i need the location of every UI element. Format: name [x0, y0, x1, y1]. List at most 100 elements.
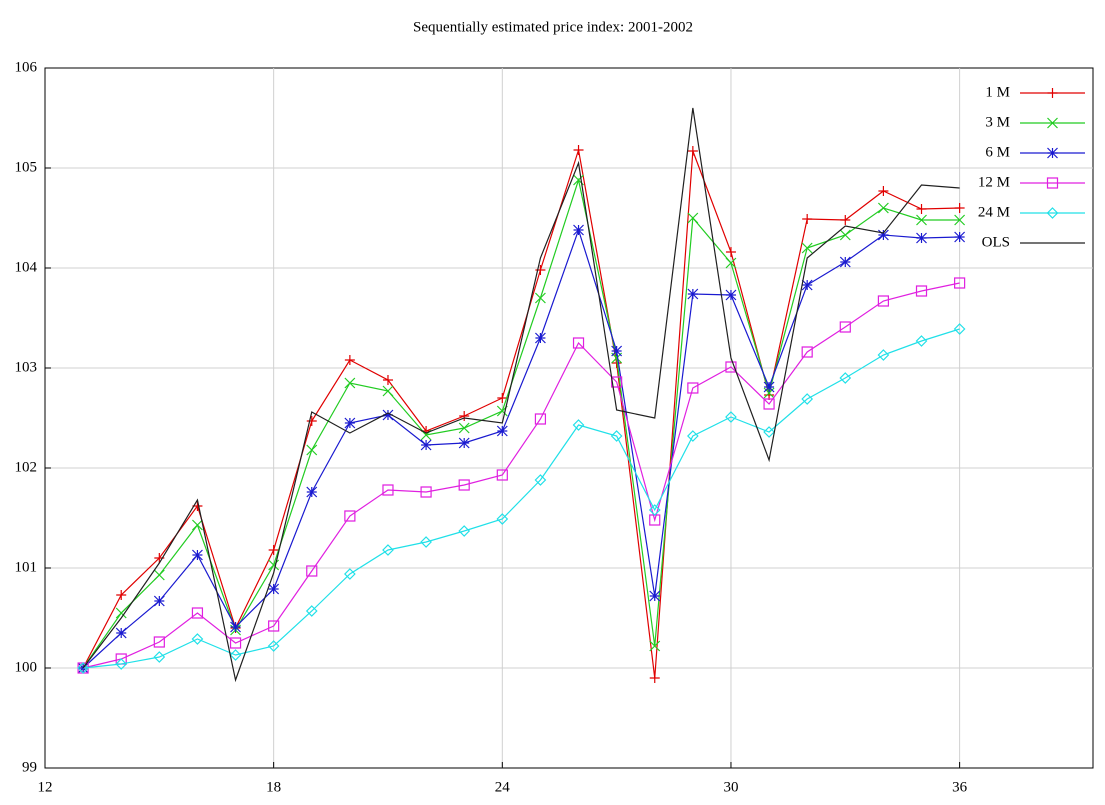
legend-label: 3 M	[985, 114, 1010, 130]
marker	[1046, 207, 1059, 219]
marker	[915, 285, 928, 297]
marker	[344, 417, 356, 429]
marker	[839, 256, 851, 268]
marker	[953, 323, 966, 335]
marker	[534, 413, 547, 425]
marker	[77, 662, 89, 674]
marker	[420, 486, 432, 498]
marker	[725, 257, 737, 269]
marker	[458, 437, 470, 449]
marker	[230, 621, 241, 633]
marker	[268, 620, 280, 632]
legend-label: OLS	[982, 234, 1010, 250]
marker	[458, 525, 471, 537]
marker	[725, 289, 737, 301]
marker	[915, 335, 928, 347]
marker	[534, 474, 547, 486]
marker	[954, 203, 965, 213]
marker	[649, 673, 660, 683]
marker	[687, 288, 699, 300]
marker	[916, 214, 927, 226]
marker	[954, 231, 966, 243]
marker	[382, 484, 394, 496]
marker	[382, 375, 393, 385]
marker	[458, 479, 470, 491]
marker	[115, 607, 127, 619]
legend-label: 12 M	[978, 174, 1010, 190]
marker	[191, 633, 204, 645]
series-line	[82, 282, 960, 669]
marker	[877, 202, 889, 214]
marker	[802, 214, 813, 224]
marker	[1047, 147, 1058, 159]
marker	[954, 277, 966, 289]
marker	[611, 345, 623, 357]
marker	[458, 422, 470, 434]
marker	[496, 425, 508, 437]
marker	[839, 372, 852, 384]
x-tick-label: 30	[723, 779, 738, 795]
marker	[573, 145, 584, 155]
y-tick-label: 100	[15, 659, 38, 675]
marker	[763, 426, 775, 438]
marker	[687, 146, 698, 156]
marker	[687, 212, 699, 224]
marker	[878, 186, 889, 196]
marker	[725, 411, 737, 423]
marker	[153, 569, 165, 581]
marker	[229, 649, 242, 661]
marker	[116, 590, 127, 600]
x-tick-label: 18	[266, 779, 281, 795]
marker	[916, 232, 927, 244]
marker	[534, 292, 546, 304]
marker	[344, 510, 356, 522]
marker	[306, 416, 317, 426]
legend-label: 1 M	[985, 84, 1010, 100]
marker	[344, 355, 355, 365]
marker	[801, 346, 813, 358]
x-tick-label: 36	[952, 779, 968, 795]
series-line	[82, 149, 960, 679]
marker	[801, 242, 813, 254]
marker	[229, 637, 242, 649]
marker	[382, 409, 394, 421]
series-line	[82, 107, 960, 683]
marker	[916, 204, 927, 214]
x-tick-label: 24	[495, 779, 511, 795]
marker	[191, 607, 204, 619]
y-tick-label: 104	[15, 259, 38, 275]
marker	[497, 393, 508, 403]
marker	[382, 544, 394, 556]
marker	[420, 536, 432, 548]
marker	[459, 411, 470, 421]
marker	[268, 559, 280, 571]
chart-title: Sequentially estimated price index: 2001…	[413, 19, 693, 35]
marker	[725, 247, 736, 257]
marker	[572, 337, 585, 349]
marker	[305, 605, 318, 617]
marker	[306, 486, 318, 498]
marker	[306, 444, 318, 456]
legend-label: 6 M	[985, 144, 1010, 160]
y-tick-label: 99	[22, 759, 37, 775]
marker	[840, 215, 851, 225]
series-line	[83, 328, 960, 669]
marker	[115, 658, 128, 670]
marker	[420, 439, 432, 451]
marker	[877, 295, 889, 307]
legend-label: 24 M	[978, 204, 1010, 220]
marker	[344, 568, 356, 580]
marker	[192, 549, 203, 561]
marker	[687, 430, 699, 442]
series-line	[82, 177, 960, 669]
marker	[534, 332, 546, 344]
series-line	[82, 228, 960, 669]
marker	[801, 393, 814, 405]
y-tick-label: 103	[15, 359, 38, 375]
marker	[496, 513, 509, 525]
marker	[648, 504, 661, 516]
marker	[877, 349, 890, 361]
marker	[153, 636, 165, 648]
y-tick-label: 101	[15, 559, 38, 575]
x-tick-label: 12	[38, 779, 53, 795]
